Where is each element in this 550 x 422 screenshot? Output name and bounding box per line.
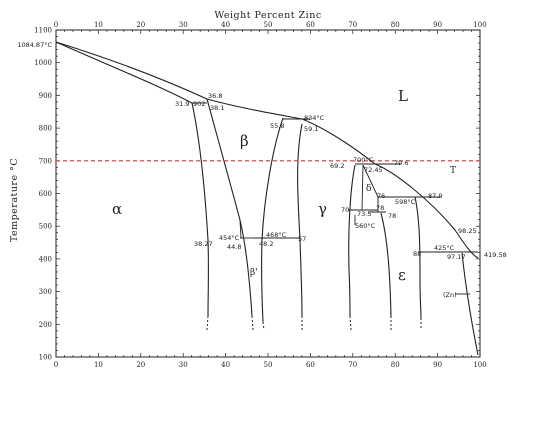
epsilon-left-boundary [380,212,392,317]
annotation-a834: 834°C [304,114,325,122]
phase-boundaries [55,41,479,356]
axis-tick-labels: 0 0 10 10 20 20 30 30 40 40 50 50 60 60 70 70 80 80 90 90 10… [34,21,487,369]
x-tick-label-top: 80 [391,21,400,29]
boundary-annotations: 36.8 31.9 902 38.1 55.8 834°C 59.1 700°C 79.6 69.… [175,92,477,261]
beta-left-boundary [206,98,253,317]
zn-solvus [461,252,479,356]
y-tick-label: 500 [39,223,52,231]
annotation-a70: 70 [341,206,349,214]
x-tick-label-top: 0 [54,21,58,29]
annotation-a902: 902 [193,100,205,108]
gamma-right-boundary [348,164,356,317]
x-tick-label-bottom: 50 [264,361,273,369]
reference-marker: T [450,166,456,176]
y-tick-label: 900 [39,92,52,100]
zinc-melting-label: 419.58 [484,251,507,259]
annotation-a78a: 78 [376,204,384,212]
x-tick-label-bottom: 70 [348,361,357,369]
delta-boundary [361,164,386,213]
annotation-a796: 79.6 [394,159,408,167]
annotation-a692: 69.2 [330,162,344,170]
x-tick-label-top: 100 [473,21,486,29]
y-tick-label: 200 [39,321,52,329]
x-tick-label-bottom: 90 [433,361,442,369]
alpha-solidus [55,41,193,104]
annotation-a368: 36.8 [208,92,222,100]
annotation-a327: 38.27 [194,240,213,248]
gamma-left-boundary [297,123,303,317]
annotation-a448: 44.8 [227,243,241,251]
y-tick-label: 1000 [34,59,52,67]
y-tick-label: 800 [39,125,52,133]
x-tick-label-top: 20 [136,21,145,29]
x-tick-label-bottom: 0 [54,361,58,369]
annotation-a492: 48.2 [259,240,273,248]
x-tick-label-top: 30 [179,21,188,29]
y-tick-label: 1100 [34,27,52,35]
annotation-a558: 55.8 [270,122,284,130]
annotation-a78b: 78 [388,212,396,220]
annotation-a591: 59.1 [304,125,318,133]
phase-epsilon: ε [398,266,406,284]
annotation-a381: 38.1 [210,104,224,112]
phase-beta: β [240,132,249,150]
beta-right-boundary [261,117,284,323]
annotation-a9717: 97.17 [447,253,466,261]
y-tick-label: 400 [39,255,52,263]
alpha-solvus [191,102,209,317]
annotation-a319: 31.9 [175,100,189,108]
phase-alpha: α [112,200,122,218]
y-tick-label: 700 [39,157,52,165]
phase-gamma: γ [318,200,327,218]
annotation-a735: 73.5 [357,210,371,218]
annotation-a7245: 72.45 [364,166,383,174]
x-tick-label-bottom: 30 [179,361,188,369]
phase-delta: δ [366,184,371,194]
x-tick-label-top: 70 [348,21,357,29]
x-tick-label-bottom: 20 [136,361,145,369]
annotation-a9825: 98.25 [458,227,477,235]
x-tick-label-bottom: 60 [306,361,315,369]
phase-beta-prime: β' [250,268,258,278]
y-tick-label: 600 [39,190,52,198]
x-tick-label-bottom: 10 [94,361,103,369]
annotation-a57: 57 [298,235,306,243]
liquidus-curve [55,41,479,259]
x-tick-label-bottom: 40 [221,361,230,369]
annotation-a879: 87.9 [428,192,442,200]
x-tick-label-top: 10 [94,21,103,29]
annotation-a700: 700°C [353,156,374,164]
x-tick-label-bottom: 80 [391,361,400,369]
x-tick-label-top: 40 [221,21,230,29]
x-tick-label-bottom: 100 [473,361,486,369]
plot-frame [55,29,481,358]
x-tick-label-top: 50 [264,21,273,29]
y-tick-label: 300 [39,288,52,296]
annotation-a560: 560°C [355,222,376,230]
phase-zn: (Zn) [443,291,457,299]
annotation-a76: 76 [377,192,385,200]
annotation-a425: 425°C [434,244,455,252]
x-tick-label-top: 90 [433,21,442,29]
annotation-a468: 468°C [266,231,287,239]
annotation-a88: 88 [413,250,421,258]
phase-liquid: L [398,87,408,105]
epsilon-right-boundary [414,196,422,319]
x-tick-label-top: 60 [306,21,315,29]
diagram-title: Weight Percent Zinc [214,10,321,21]
copper-melting-label: 1084.87°C [17,41,52,49]
y-axis-title: Temperature °C [9,158,20,242]
annotation-a598: 598°C [395,198,416,206]
annotation-a454: 454°C [219,234,240,242]
axis-ticks [55,29,481,358]
y-tick-label: 100 [39,354,52,362]
